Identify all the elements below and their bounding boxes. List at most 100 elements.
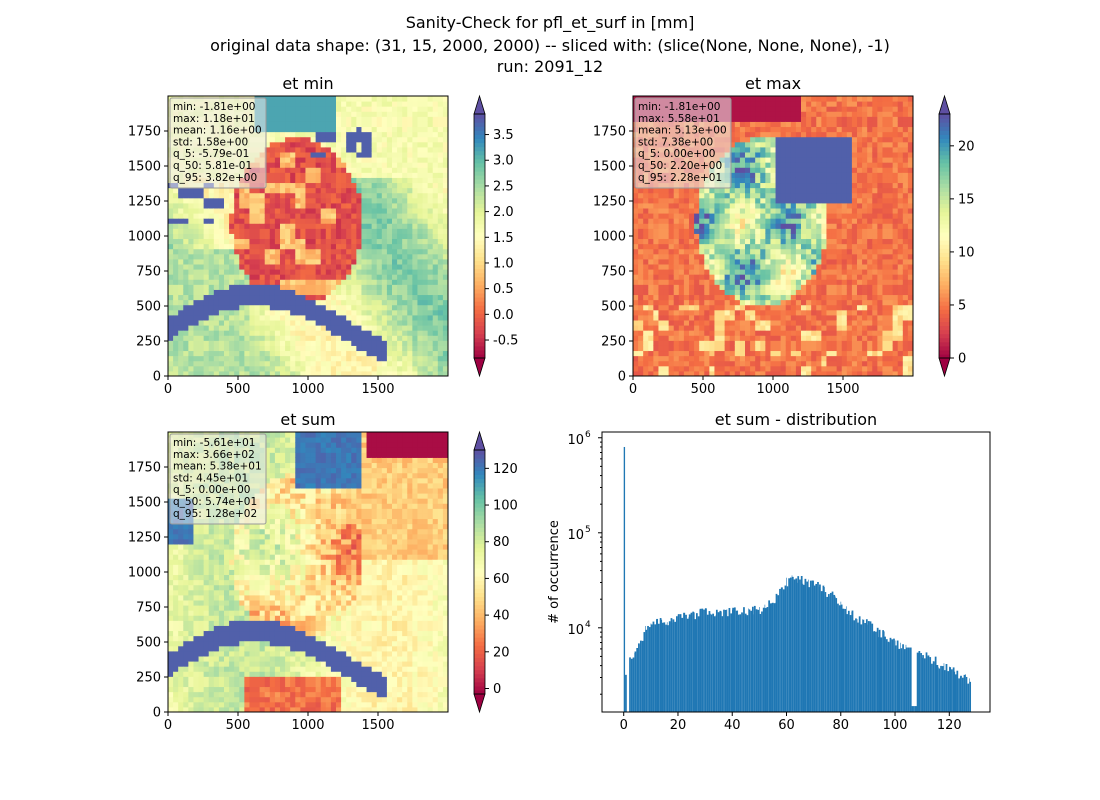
- heatmap-cell: [376, 167, 383, 173]
- heatmap-cell: [224, 370, 230, 377]
- heatmap-cell: [785, 284, 792, 290]
- heatmap-cell: [280, 370, 286, 377]
- heatmap-cell: [376, 182, 383, 189]
- heatmap-cell: [417, 152, 424, 158]
- heatmap-cell: [336, 182, 342, 189]
- heatmap-cell: [699, 197, 705, 204]
- heatmap-cell: [790, 202, 797, 209]
- heatmap-cell: [668, 289, 675, 296]
- heatmap-cell: [295, 365, 301, 372]
- heatmap-cell: [381, 146, 388, 153]
- heatmap-cell: [729, 289, 736, 296]
- heatmap-cell: [280, 320, 286, 326]
- heatmap-cell: [213, 325, 220, 331]
- heatmap-cell: [653, 197, 659, 204]
- heatmap-cell: [729, 264, 736, 270]
- heatmap-cell: [259, 299, 266, 306]
- heatmap-cell: [203, 233, 210, 240]
- heatmap-cell: [427, 202, 434, 209]
- heatmap-cell: [341, 182, 347, 189]
- heatmap-cell: [356, 309, 362, 316]
- heatmap-cell: [188, 325, 194, 331]
- heatmap-cell: [745, 218, 751, 224]
- heatmap-cell: [218, 340, 225, 346]
- heatmap-cell: [203, 243, 210, 250]
- heatmap-cell: [689, 233, 695, 240]
- heatmap-cell: [173, 289, 179, 296]
- heatmap-cell: [694, 284, 700, 290]
- heatmap-cell: [689, 370, 695, 377]
- heatmap-cell: [208, 340, 215, 346]
- heatmap-cell: [442, 248, 449, 255]
- heatmap-cell: [790, 279, 797, 285]
- heatmap-cell: [356, 360, 362, 367]
- heatmap-cell: [295, 146, 301, 153]
- heatmap-cell: [663, 197, 670, 204]
- heatmap-cell: [801, 218, 807, 224]
- heatmap-cell: [638, 238, 644, 245]
- heatmap-cell: [648, 309, 654, 316]
- heatmap-cell: [371, 299, 378, 306]
- heatmap-cell: [224, 325, 230, 331]
- heatmap-cell: [264, 223, 271, 229]
- heatmap-cell: [412, 202, 418, 209]
- heatmap-cell: [724, 243, 731, 250]
- heatmap-cell: [689, 192, 695, 199]
- heatmap-cell: [755, 182, 761, 189]
- heatmap-cell: [397, 345, 403, 352]
- heatmap-cell: [183, 243, 189, 250]
- heatmap-cell: [381, 264, 388, 270]
- heatmap-cell: [760, 264, 766, 270]
- heatmap-cell: [305, 126, 312, 133]
- heatmap-cell: [259, 187, 266, 194]
- heatmap-cell: [346, 96, 352, 102]
- heatmap-cell: [239, 213, 245, 219]
- heatmap-cell: [392, 365, 398, 372]
- heatmap-cell: [254, 238, 261, 245]
- heatmap-cell: [709, 370, 715, 377]
- heatmap-cell: [775, 248, 782, 255]
- heatmap-cell: [341, 294, 347, 301]
- heatmap-cell: [386, 126, 393, 133]
- heatmap-cell: [234, 294, 240, 301]
- heatmap-cell: [376, 152, 383, 158]
- heatmap-cell: [437, 223, 444, 229]
- heatmap-cell: [330, 350, 337, 357]
- heatmap-cell: [643, 233, 649, 240]
- heatmap-cell: [356, 335, 362, 341]
- heatmap-cell: [422, 96, 429, 102]
- heatmap-cell: [750, 258, 756, 265]
- heatmap-cell: [427, 233, 434, 240]
- heatmap-cell: [427, 360, 434, 367]
- heatmap-cell: [417, 208, 424, 214]
- heatmap-cell: [290, 192, 296, 199]
- heatmap-cell: [719, 274, 726, 280]
- heatmap-cell: [745, 330, 751, 336]
- heatmap-cell: [208, 243, 215, 250]
- heatmap-cell: [356, 365, 362, 372]
- heatmap-cell: [290, 289, 296, 296]
- heatmap-cell: [663, 355, 670, 362]
- heatmap-cell: [648, 340, 654, 346]
- heatmap-cell: [224, 228, 230, 234]
- heatmap-cell: [244, 340, 250, 346]
- heatmap-cell: [683, 320, 690, 326]
- heatmap-cell: [264, 238, 271, 245]
- heatmap-cell: [295, 279, 301, 285]
- heatmap-cell: [269, 279, 276, 285]
- heatmap-cell: [780, 264, 787, 270]
- heatmap-cell: [795, 345, 802, 352]
- heatmap-cell: [325, 126, 332, 133]
- heatmap-cell: [785, 289, 792, 296]
- heatmap-cell: [795, 152, 802, 158]
- heatmap-cell: [392, 274, 398, 280]
- heatmap-cell: [678, 202, 685, 209]
- heatmap-cell: [775, 269, 782, 275]
- heatmap-cell: [183, 289, 189, 296]
- heatmap-cell: [739, 274, 746, 280]
- heatmap-cell: [188, 274, 194, 280]
- heatmap-cell: [269, 202, 276, 209]
- heatmap-cell: [402, 213, 408, 219]
- heatmap-cell: [341, 96, 347, 102]
- heatmap-cell: [341, 131, 347, 138]
